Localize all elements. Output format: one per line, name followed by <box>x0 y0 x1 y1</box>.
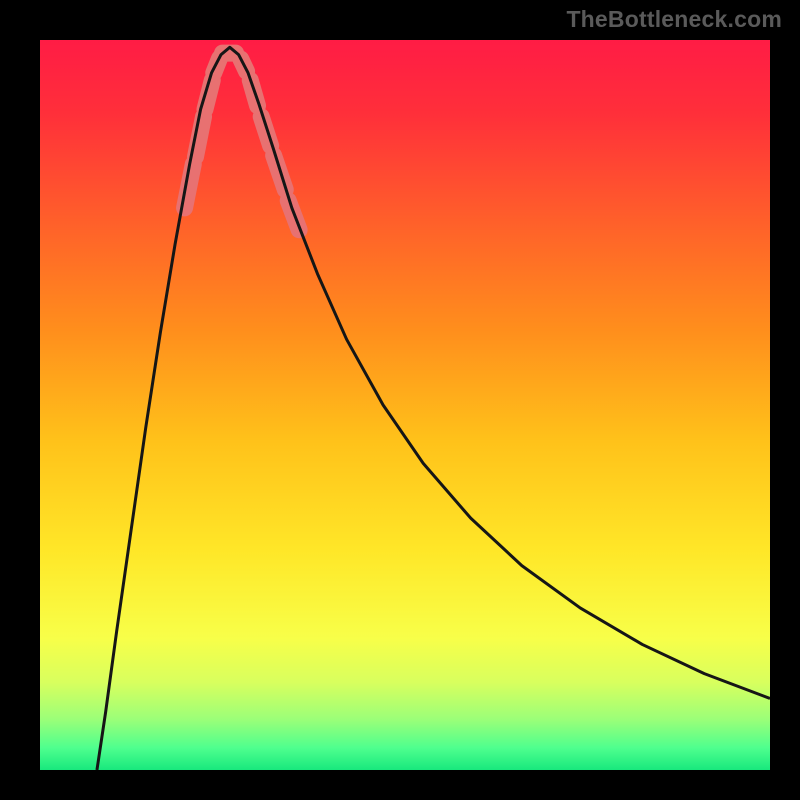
plot-svg <box>40 40 770 770</box>
attribution-text: TheBottleneck.com <box>566 6 782 33</box>
chart-root: TheBottleneck.com <box>0 0 800 800</box>
plot-area <box>40 40 770 770</box>
